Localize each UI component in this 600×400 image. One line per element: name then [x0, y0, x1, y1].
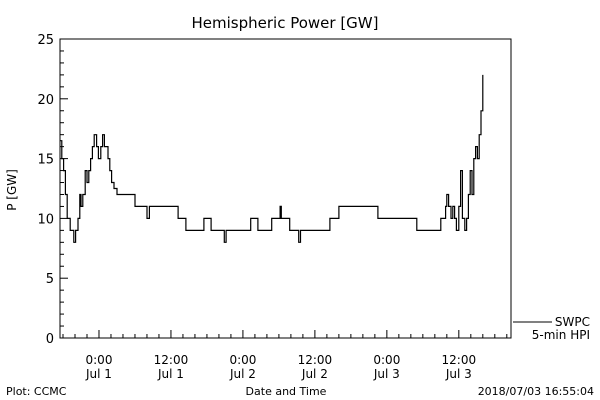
x-tick-date-label: Jul 1 — [157, 367, 184, 381]
x-tick-date-label: Jul 1 — [85, 367, 112, 381]
chart-title: Hemispheric Power [GW] — [192, 14, 379, 32]
legend-label-line2: 5-min HPI — [532, 328, 590, 342]
x-tick-time-label: 12:00 — [442, 353, 477, 367]
x-tick-time-label: 0:00 — [373, 353, 400, 367]
x-tick-time-label: 12:00 — [298, 353, 333, 367]
series-line-hpi — [60, 74, 484, 243]
x-tick-time-label: 0:00 — [86, 353, 113, 367]
x-tick-date-label: Jul 3 — [373, 367, 400, 381]
y-axis-label: P [GW] — [5, 169, 19, 211]
x-tick-time-label: 12:00 — [154, 353, 189, 367]
series-group — [60, 74, 484, 243]
plot-credit: Plot: CCMC — [6, 385, 67, 398]
x-tick-date-label: Jul 3 — [445, 367, 472, 381]
x-tick-date-label: Jul 2 — [301, 367, 328, 381]
legend-label-line1: SWPC — [555, 315, 590, 329]
y-axis-ticks: 0 5 10 15 20 25 — [37, 33, 68, 347]
y-tick-label: 0 — [46, 332, 54, 347]
x-axis-label: Date and Time — [246, 385, 327, 398]
y-tick-label: 25 — [37, 33, 54, 48]
plot-timestamp: 2018/07/03 16:55:04 — [478, 385, 594, 398]
y-tick-label: 10 — [37, 212, 54, 227]
y-tick-label: 20 — [37, 93, 54, 108]
y-tick-label: 5 — [46, 272, 54, 287]
y-tick-label: 15 — [37, 153, 54, 168]
x-tick-time-label: 0:00 — [229, 353, 256, 367]
plot-frame — [59, 38, 512, 339]
x-tick-date-label: Jul 2 — [229, 367, 256, 381]
legend: SWPC 5-min HPI — [513, 315, 590, 342]
